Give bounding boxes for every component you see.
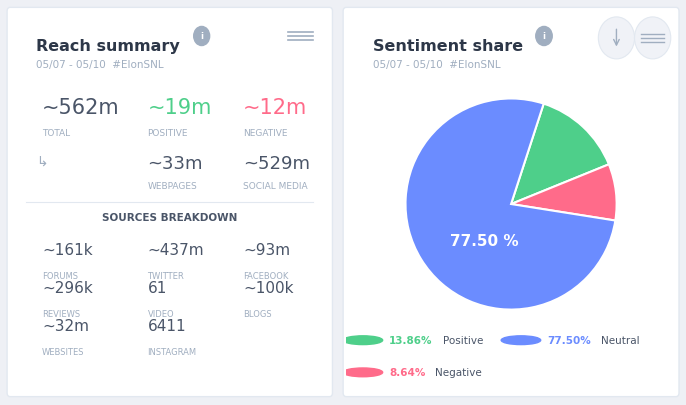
Text: SOCIAL MEDIA: SOCIAL MEDIA [243, 181, 308, 190]
Text: 6411: 6411 [147, 319, 186, 334]
Text: Positive: Positive [442, 335, 483, 345]
Text: FACEBOOK: FACEBOOK [243, 271, 289, 280]
Text: ~296k: ~296k [43, 281, 93, 296]
Circle shape [536, 28, 552, 47]
Text: ~529m: ~529m [243, 155, 310, 173]
Text: ~19m: ~19m [147, 98, 212, 118]
Wedge shape [405, 99, 615, 310]
Circle shape [343, 336, 383, 345]
Text: ~12m: ~12m [243, 98, 307, 118]
Text: 61: 61 [147, 281, 167, 296]
Text: 13.86%: 13.86% [389, 335, 433, 345]
Wedge shape [511, 104, 609, 205]
Text: REVIEWS: REVIEWS [43, 309, 80, 318]
Text: Sentiment share: Sentiment share [372, 39, 523, 54]
FancyBboxPatch shape [7, 9, 333, 396]
Text: INSTAGRAM: INSTAGRAM [147, 347, 197, 356]
Text: ~437m: ~437m [147, 243, 204, 258]
Text: TOTAL: TOTAL [43, 128, 70, 137]
Text: ~562m: ~562m [43, 98, 120, 118]
Circle shape [598, 18, 635, 60]
Text: Negative: Negative [436, 367, 482, 377]
Wedge shape [511, 165, 617, 221]
Text: 05/07 - 05/10  #ElonSNL: 05/07 - 05/10 #ElonSNL [36, 60, 163, 70]
Text: ~161k: ~161k [43, 243, 93, 258]
Text: i: i [200, 32, 203, 41]
Text: 77.50%: 77.50% [547, 335, 591, 345]
Text: ↳: ↳ [36, 155, 47, 169]
Text: ~93m: ~93m [243, 243, 290, 258]
Text: WEBPAGES: WEBPAGES [147, 181, 197, 190]
Text: POSITIVE: POSITIVE [147, 128, 188, 137]
Text: 77.50 %: 77.50 % [451, 234, 519, 249]
Text: FORUMS: FORUMS [43, 271, 78, 280]
Text: TWITTER: TWITTER [147, 271, 185, 280]
Text: Reach summary: Reach summary [36, 39, 180, 54]
Text: NEGATIVE: NEGATIVE [243, 128, 287, 137]
Text: ~100k: ~100k [243, 281, 294, 296]
Text: ~32m: ~32m [43, 319, 89, 334]
Text: BLOGS: BLOGS [243, 309, 272, 318]
Text: SOURCES BREAKDOWN: SOURCES BREAKDOWN [102, 212, 237, 222]
Circle shape [635, 18, 671, 60]
Circle shape [501, 336, 541, 345]
Text: i: i [543, 32, 545, 41]
Text: 05/07 - 05/10  #ElonSNL: 05/07 - 05/10 #ElonSNL [372, 60, 500, 70]
Text: Neutral: Neutral [601, 335, 639, 345]
FancyBboxPatch shape [343, 9, 679, 396]
Text: ~33m: ~33m [147, 155, 203, 173]
Text: 8.64%: 8.64% [389, 367, 425, 377]
Text: WEBSITES: WEBSITES [43, 347, 84, 356]
Text: VIDEO: VIDEO [147, 309, 174, 318]
Circle shape [193, 28, 210, 47]
Circle shape [343, 368, 383, 377]
